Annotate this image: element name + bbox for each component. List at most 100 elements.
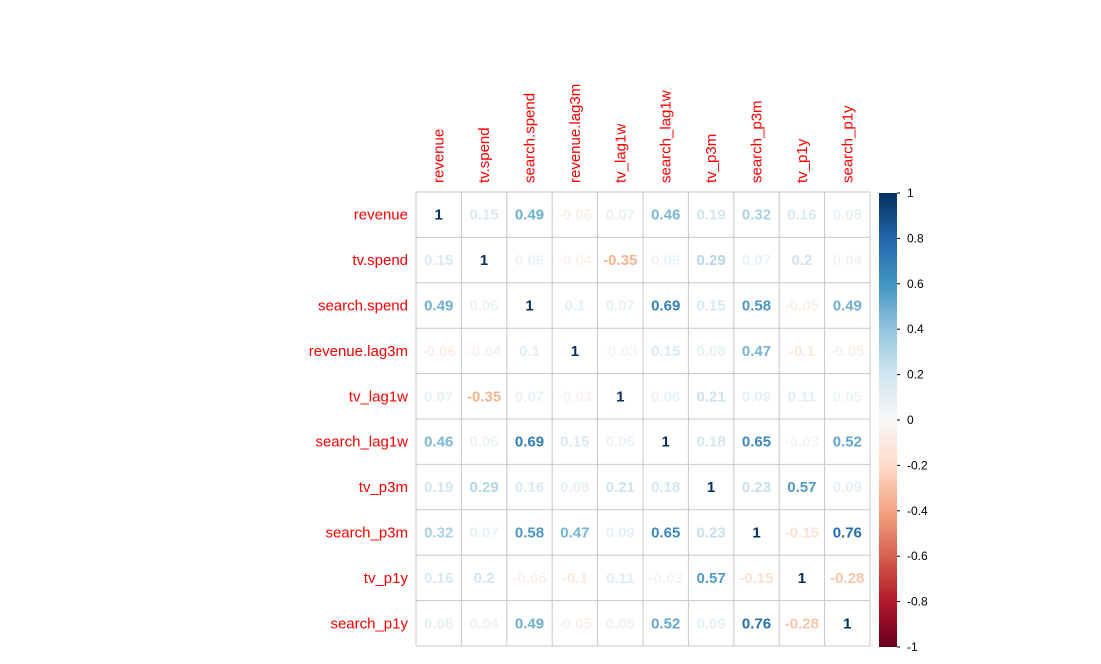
matrix-grid [415, 191, 871, 647]
cell-value-tv-spend-tv-p3m: 0.29 [696, 252, 725, 269]
column-label-tv-p1y: tv_p1y [794, 138, 811, 183]
cell-value-search-p3m-tv-p3m: 0.23 [696, 525, 725, 542]
cell-value-tv-spend-revenue: 0.15 [424, 252, 453, 269]
cell-value-search-lag1w-tv-p1y: -0.03 [785, 434, 819, 451]
row-label-tv-p3m: tv_p3m [359, 479, 408, 496]
column-label-search-p1y: search_p1y [839, 105, 856, 183]
cell-value-tv-lag1w-revenue-lag3m: -0.03 [558, 388, 592, 405]
cell-value-tv-spend-tv-lag1w: -0.35 [603, 252, 637, 269]
cell-value-tv-p1y-revenue: 0.16 [424, 570, 453, 587]
cell-value-revenue-search-p3m: 0.32 [742, 207, 771, 224]
cell-value-search-lag1w-search-p1y: 0.52 [833, 434, 862, 451]
legend-tick-label: -0.8 [907, 595, 928, 609]
cell-value-search-spend-search-p3m: 0.58 [742, 298, 771, 315]
cell-value-tv-p3m-search-lag1w: 0.18 [651, 479, 680, 496]
cell-value-tv-lag1w-tv-spend: -0.35 [467, 388, 501, 405]
cell-value-search-p3m-revenue-lag3m: 0.47 [560, 525, 589, 542]
cell-value-revenue-lag3m-search-p3m: 0.47 [742, 343, 771, 360]
cell-value-search-p1y-search-lag1w: 0.52 [651, 615, 680, 632]
column-label-revenue: revenue [431, 129, 448, 183]
cell-value-revenue-tv-spend: 0.15 [469, 207, 498, 224]
cell-value-revenue-search-p1y: 0.08 [833, 207, 862, 224]
cell-value-search-lag1w-search-spend: 0.69 [515, 434, 544, 451]
cell-value-tv-lag1w-search-spend: 0.07 [515, 388, 544, 405]
cell-value-tv-p1y-search-p1y: -0.28 [830, 570, 864, 587]
cell-value-search-p3m-search-p3m: 1 [752, 525, 760, 542]
column-label-tv-spend: tv.spend [476, 127, 493, 183]
cell-value-search-p3m-search-spend: 0.58 [515, 525, 544, 542]
cell-value-tv-spend-tv-p1y: 0.2 [791, 252, 812, 269]
cell-value-tv-p3m-search-p3m: 0.23 [742, 479, 771, 496]
cell-value-search-p1y-tv-p1y: -0.28 [785, 615, 819, 632]
cell-value-tv-p1y-tv-p3m: 0.57 [696, 570, 725, 587]
cell-value-tv-p3m-search-p1y: 0.09 [833, 479, 862, 496]
row-label-revenue-lag3m: revenue.lag3m [309, 343, 408, 360]
cell-value-search-spend-tv-spend: 0.06 [469, 298, 498, 315]
cell-value-tv-p1y-tv-spend: 0.2 [474, 570, 495, 587]
cell-value-search-p3m-search-p1y: 0.76 [833, 525, 862, 542]
cell-value-search-p3m-search-lag1w: 0.65 [651, 525, 680, 542]
cell-value-tv-spend-revenue-lag3m: -0.04 [558, 252, 593, 269]
cell-value-tv-p1y-tv-lag1w: 0.11 [606, 570, 634, 587]
cell-value-tv-lag1w-search-p1y: 0.05 [833, 388, 862, 405]
cell-value-tv-p1y-search-spend: -0.05 [512, 570, 546, 587]
cell-value-search-spend-revenue-lag3m: 0.1 [564, 298, 585, 315]
cell-value-search-spend-tv-p1y: -0.05 [785, 298, 819, 315]
cell-value-search-spend-search-lag1w: 0.69 [651, 298, 680, 315]
color-legend-ticks: 1 0.8 0.6 0.4 0.2 0 -0.2 -0.4 -0.6 -0.8 -1 [897, 186, 928, 654]
cell-value-search-spend-search-p1y: 0.49 [833, 298, 862, 315]
cell-value-revenue-lag3m-tv-p1y: -0.1 [789, 343, 815, 360]
cell-value-search-p1y-search-spend: 0.49 [515, 615, 544, 632]
cell-value-tv-lag1w-tv-p1y: 0.11 [788, 388, 816, 405]
color-legend-bar [879, 193, 897, 647]
cell-value-search-lag1w-tv-p3m: 0.18 [696, 434, 725, 451]
cell-value-revenue-lag3m-search-lag1w: 0.15 [651, 343, 680, 360]
cell-value-tv-lag1w-tv-lag1w: 1 [616, 388, 624, 405]
cell-value-tv-p3m-tv-lag1w: 0.21 [606, 479, 635, 496]
cell-value-revenue-lag3m-revenue: -0.06 [422, 343, 456, 360]
cell-value-tv-p3m-search-spend: 0.16 [515, 479, 544, 496]
cell-value-search-lag1w-tv-spend: 0.06 [469, 434, 498, 451]
column-label-tv-p3m: tv_p3m [703, 134, 720, 183]
cell-value-tv-p3m-tv-spend: 0.29 [469, 479, 498, 496]
color-legend: 1 0.8 0.6 0.4 0.2 0 -0.2 -0.4 -0.6 -0.8 -1 [879, 186, 928, 654]
cell-value-tv-p1y-revenue-lag3m: -0.1 [562, 570, 588, 587]
cell-value-tv-lag1w-tv-p3m: 0.21 [696, 388, 725, 405]
cell-value-search-spend-search-spend: 1 [525, 298, 533, 315]
cell-value-search-p1y-tv-lag1w: 0.05 [606, 615, 635, 632]
cell-value-revenue-revenue: 1 [435, 207, 443, 224]
cell-value-tv-p3m-tv-p1y: 0.57 [787, 479, 816, 496]
legend-tick-label: 0.8 [907, 231, 924, 245]
cell-value-revenue-lag3m-tv-lag1w: -0.03 [603, 343, 637, 360]
cell-value-revenue-revenue-lag3m: -0.06 [558, 207, 592, 224]
cell-value-tv-lag1w-search-lag1w: 0.06 [651, 388, 680, 405]
cell-value-revenue-lag3m-search-p1y: -0.05 [830, 343, 864, 360]
cell-value-search-spend-revenue: 0.49 [424, 298, 453, 315]
cell-value-tv-p3m-revenue: 0.19 [424, 479, 453, 496]
cell-value-tv-p1y-search-p3m: -0.15 [739, 570, 773, 587]
cell-value-search-p1y-revenue: 0.08 [424, 615, 453, 632]
row-label-tv-spend: tv.spend [352, 252, 408, 269]
cell-value-tv-spend-search-lag1w: 0.06 [651, 252, 680, 269]
column-labels: revenue tv.spend search.spend revenue.lag3m… [431, 84, 857, 183]
cell-value-tv-lag1w-revenue: 0.07 [424, 388, 453, 405]
cell-value-search-lag1w-search-p3m: 0.65 [742, 434, 771, 451]
cell-value-tv-p3m-tv-p3m: 1 [707, 479, 715, 496]
cell-value-revenue-lag3m-tv-p3m: 0.08 [696, 343, 725, 360]
cell-value-search-p3m-tv-lag1w: 0.09 [606, 525, 635, 542]
column-label-tv-lag1w: tv_lag1w [612, 124, 629, 183]
cell-value-revenue-search-lag1w: 0.46 [651, 207, 680, 224]
row-label-tv-lag1w: tv_lag1w [349, 388, 408, 405]
cell-value-search-p3m-tv-spend: 0.07 [469, 525, 498, 542]
cell-value-tv-spend-search-p3m: 0.07 [742, 252, 771, 269]
row-label-search-p3m: search_p3m [325, 525, 408, 542]
cell-value-revenue-lag3m-search-spend: 0.1 [519, 343, 540, 360]
row-labels: revenue tv.spend search.spend revenue.lag3m… [309, 207, 409, 633]
cell-value-revenue-tv-lag1w: 0.07 [606, 207, 635, 224]
cell-value-search-p1y-search-p1y: 1 [843, 615, 851, 632]
legend-tick-label: 1 [907, 186, 914, 200]
legend-tick-label: -0.2 [907, 458, 928, 472]
cell-value-search-lag1w-revenue: 0.46 [424, 434, 453, 451]
cell-value-revenue-search-spend: 0.49 [515, 207, 544, 224]
